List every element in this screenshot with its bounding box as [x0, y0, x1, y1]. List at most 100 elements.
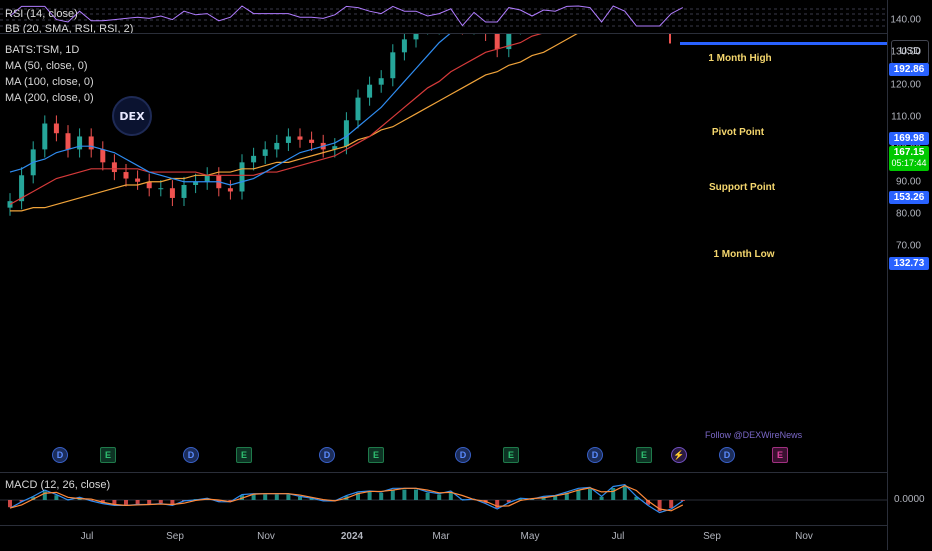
- macd-histogram-bar: [298, 496, 302, 500]
- price-tick: 80.00: [895, 208, 921, 220]
- price-tick: 110.00: [891, 111, 921, 123]
- candle-body: [42, 123, 48, 150]
- earnings-icon[interactable]: E: [772, 447, 788, 463]
- macd-histogram-bar: [274, 494, 279, 500]
- macd-histogram-bar: [135, 500, 140, 504]
- candle-body: [100, 149, 106, 163]
- price-chart[interactable]: [0, 34, 887, 472]
- macd-divider[interactable]: [0, 472, 932, 473]
- candle-body: [135, 178, 141, 182]
- macd-histogram-bar: [263, 494, 268, 500]
- macd-histogram-bar: [576, 489, 581, 500]
- bar-countdown: 05:17:44: [891, 158, 927, 168]
- panel-divider[interactable]: [0, 33, 932, 34]
- macd-histogram-bar: [367, 492, 372, 500]
- level-label-support: Support Point: [708, 182, 776, 193]
- price-axis[interactable]: 70.0080.0090.00100.00110.00120.00130.001…: [887, 0, 932, 550]
- bb-legend: BB (20, SMA, RSI, RSI, 2): [5, 24, 134, 34]
- ma100-legend: MA (100, close, 0): [5, 76, 94, 88]
- candle-body: [204, 175, 210, 182]
- dex-logo-text: DEX: [119, 109, 145, 123]
- earnings-icon[interactable]: E: [636, 447, 652, 463]
- macd-histogram-bar: [588, 488, 592, 500]
- time-tick: Sep: [166, 531, 184, 542]
- dividend-icon[interactable]: D: [455, 447, 471, 463]
- candle-body: [378, 78, 384, 85]
- candle-body: [19, 175, 25, 202]
- macd-histogram-bar: [564, 492, 569, 500]
- macd-histogram-bar: [54, 495, 59, 500]
- macd-histogram-bar: [495, 500, 500, 508]
- macd-histogram-bar: [622, 486, 627, 500]
- split-icon[interactable]: ⚡: [671, 447, 687, 463]
- macd-histogram-bar: [112, 500, 117, 505]
- macd-histogram-bar: [286, 494, 291, 500]
- level-label-high: 1 Month High: [708, 53, 772, 64]
- earnings-icon[interactable]: E: [236, 447, 252, 463]
- price-tag-low: 132.73: [889, 257, 929, 270]
- candle-body: [285, 136, 291, 143]
- candle-body: [343, 120, 349, 147]
- candle-body: [239, 162, 245, 192]
- macd-histogram-bar: [158, 500, 163, 504]
- candle-body: [355, 97, 361, 121]
- dividend-icon[interactable]: D: [719, 447, 735, 463]
- candle-body: [297, 136, 303, 140]
- ma50-line: [9, 34, 451, 186]
- price-tag-high: 192.86: [889, 63, 929, 76]
- dividend-icon[interactable]: D: [52, 447, 68, 463]
- candle-body: [146, 181, 152, 189]
- macd-histogram-bar: [646, 500, 650, 505]
- watermark: Follow @DEXWireNews: [705, 430, 803, 440]
- candle-body: [53, 123, 59, 134]
- candle-body: [251, 155, 257, 163]
- dex-logo: DEX: [112, 96, 152, 136]
- dividend-icon[interactable]: D: [319, 447, 335, 463]
- time-tick: Jul: [611, 531, 625, 542]
- macd-legend: MACD (12, 26, close): [5, 479, 111, 491]
- candle-body: [262, 149, 268, 156]
- time-tick: Sep: [703, 531, 721, 542]
- currency-button[interactable]: USD: [891, 40, 929, 64]
- candle-body: [506, 34, 512, 50]
- dividend-icon[interactable]: D: [587, 447, 603, 463]
- price-tick: 70.00: [895, 240, 921, 252]
- price-tick: 120.00: [890, 79, 921, 91]
- candle-body: [390, 52, 396, 79]
- macd-zero-tag: 0.0000: [894, 494, 925, 505]
- macd-histogram-bar: [425, 492, 430, 500]
- candle-body: [111, 162, 117, 173]
- price-tick: 90.00: [895, 176, 921, 188]
- macd-histogram-bar: [611, 488, 616, 500]
- macd-histogram-bar: [19, 500, 24, 502]
- macd-histogram-bar: [506, 500, 511, 503]
- price-tag-current: 167.15 05:17:44: [889, 146, 929, 171]
- candle-body: [227, 188, 233, 192]
- time-tick: 2024: [340, 531, 364, 542]
- macd-histogram-bar: [228, 500, 233, 502]
- macd-histogram-bar: [541, 496, 546, 500]
- earnings-icon[interactable]: E: [368, 447, 384, 463]
- price-tick: 140.00: [890, 14, 921, 26]
- macd-histogram-bar: [216, 500, 221, 502]
- macd-histogram-bar: [657, 500, 662, 512]
- price-tag-pivot: 169.98: [889, 132, 929, 145]
- macd-histogram-bar: [680, 500, 685, 501]
- macd-histogram-bar: [31, 496, 36, 500]
- macd-histogram-bar: [402, 489, 407, 500]
- dividend-icon[interactable]: D: [183, 447, 199, 463]
- macd-histogram-bar: [437, 494, 442, 500]
- symbol-title: BATS:TSM, 1D: [5, 44, 80, 56]
- macd-histogram-bar: [553, 496, 558, 500]
- earnings-icon[interactable]: E: [100, 447, 116, 463]
- ma200-legend: MA (200, close, 0): [5, 92, 94, 104]
- earnings-icon[interactable]: E: [503, 447, 519, 463]
- macd-histogram-bar: [42, 491, 47, 500]
- macd-histogram-bar: [170, 500, 175, 505]
- time-axis[interactable]: [0, 525, 887, 551]
- candle-body: [413, 34, 419, 40]
- rsi-panel: [0, 5, 887, 27]
- candle-body: [123, 172, 129, 179]
- candle-body: [309, 139, 315, 143]
- ma100-line: [9, 34, 542, 205]
